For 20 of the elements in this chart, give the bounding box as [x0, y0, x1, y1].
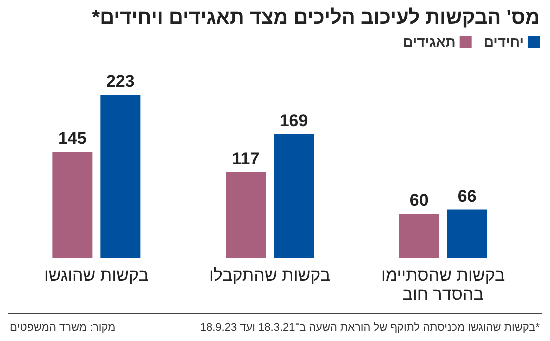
x-tick-label: בקשות שהתקבלו — [209, 266, 331, 285]
bar — [399, 214, 440, 258]
chart-title: מס' הבקשות לעיכוב הליכים מצד תאגידים ויחידים* — [92, 7, 540, 29]
legend-label: יחידים — [484, 34, 524, 50]
data-label: 169 — [280, 111, 308, 130]
data-label: 145 — [58, 129, 87, 148]
legend-label: תאגידים — [403, 34, 456, 50]
x-tick-label: בקשות שהסתיימו בהסדר חוב — [382, 266, 506, 304]
data-label: 117 — [232, 149, 260, 168]
text: *בקשות שהוגשו מכניסתה לתוקף של הוראת השעה ב־18.3.21 ועד 18.9.23 — [200, 322, 541, 334]
bar — [100, 95, 141, 258]
data-label: 66 — [458, 186, 477, 206]
data-label: 223 — [106, 72, 135, 91]
bar — [226, 172, 266, 258]
bar — [447, 210, 488, 258]
text: מקור: משרד המשפטים — [10, 322, 116, 334]
data-label: 60 — [410, 191, 429, 210]
bar — [274, 134, 314, 258]
bar — [52, 152, 93, 258]
x-tick-label: בקשות שהוגשו — [44, 266, 149, 285]
